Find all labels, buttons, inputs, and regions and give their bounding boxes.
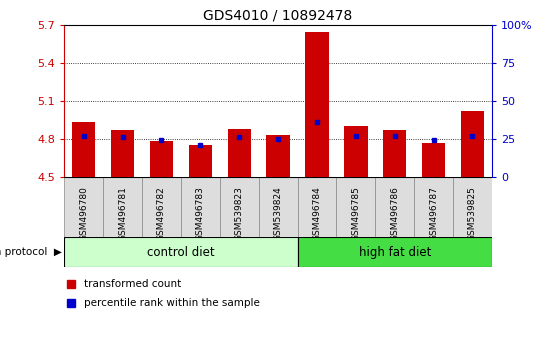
FancyBboxPatch shape (103, 177, 142, 237)
Text: transformed count: transformed count (83, 279, 181, 289)
Bar (111, 130, 134, 177)
Text: GSM539825: GSM539825 (468, 186, 477, 241)
Bar (150, 142, 173, 177)
FancyBboxPatch shape (297, 237, 492, 267)
FancyBboxPatch shape (453, 177, 492, 237)
Text: GSM539823: GSM539823 (235, 186, 244, 241)
Text: GSM496784: GSM496784 (312, 186, 321, 241)
Bar (461, 111, 484, 177)
Text: GSM496781: GSM496781 (118, 186, 127, 241)
FancyBboxPatch shape (414, 177, 453, 237)
Text: percentile rank within the sample: percentile rank within the sample (83, 298, 259, 308)
Text: GSM496783: GSM496783 (196, 186, 205, 241)
Text: GSM539824: GSM539824 (273, 186, 283, 241)
Bar (344, 126, 367, 177)
FancyBboxPatch shape (142, 177, 181, 237)
FancyBboxPatch shape (259, 177, 297, 237)
Bar (72, 122, 96, 177)
Text: control diet: control diet (147, 246, 215, 259)
Text: high fat diet: high fat diet (358, 246, 431, 259)
FancyBboxPatch shape (337, 177, 375, 237)
Text: GSM496782: GSM496782 (157, 186, 166, 241)
FancyBboxPatch shape (64, 177, 103, 237)
Bar (267, 135, 290, 177)
FancyBboxPatch shape (375, 177, 414, 237)
Text: GSM496786: GSM496786 (390, 186, 399, 241)
Bar (383, 130, 406, 177)
Bar (228, 129, 251, 177)
Text: GSM496780: GSM496780 (79, 186, 88, 241)
FancyBboxPatch shape (64, 237, 297, 267)
Text: GSM496787: GSM496787 (429, 186, 438, 241)
FancyBboxPatch shape (297, 177, 337, 237)
FancyBboxPatch shape (220, 177, 259, 237)
Bar (305, 33, 329, 177)
Text: GSM496785: GSM496785 (352, 186, 361, 241)
Bar (189, 145, 212, 177)
Title: GDS4010 / 10892478: GDS4010 / 10892478 (203, 8, 353, 22)
Text: growth protocol  ▶: growth protocol ▶ (0, 247, 61, 257)
Bar (422, 143, 446, 177)
FancyBboxPatch shape (181, 177, 220, 237)
